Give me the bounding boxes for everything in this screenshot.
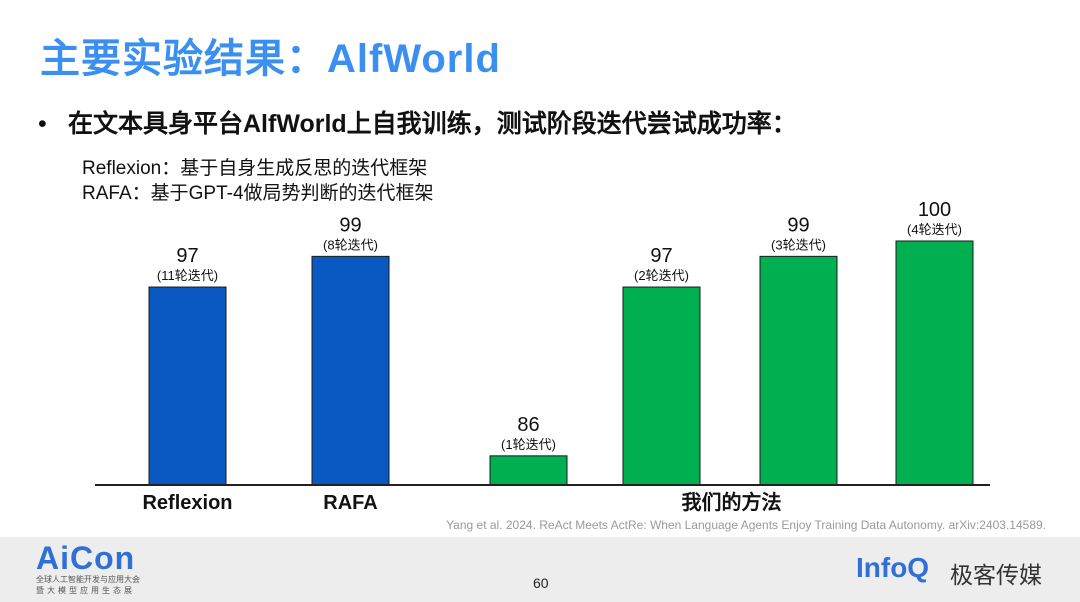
bar-value-label-5: 100 bbox=[918, 199, 951, 221]
aicon-subtitle-2: 暨大模型应用生态展 bbox=[36, 586, 135, 595]
note-rafa: RAFA：基于GPT-4做局势判断的迭代框架 bbox=[82, 183, 434, 204]
bar-4 bbox=[759, 255, 838, 486]
bar-chart: 97(11轮迭代)99(8轮迭代)86(1轮迭代)97(2轮迭代)99(3轮迭代… bbox=[95, 199, 990, 514]
page-number: 60 bbox=[533, 575, 549, 591]
bar-value-label-4: 99 bbox=[787, 214, 809, 236]
bar-iteration-label-2: (1轮迭代) bbox=[501, 437, 556, 452]
note-reflexion: Reflexion：基于自身生成反思的迭代框架 bbox=[82, 158, 428, 179]
bar-value-label-1: 99 bbox=[339, 214, 361, 236]
bar-3 bbox=[622, 286, 701, 486]
bar-iteration-label-5: (4轮迭代) bbox=[907, 222, 962, 237]
category-label-2: 我们的方法 bbox=[682, 490, 782, 514]
bar-iteration-label-4: (3轮迭代) bbox=[771, 237, 826, 252]
aicon-logo: AiCon bbox=[36, 540, 136, 576]
bar-5 bbox=[895, 240, 974, 486]
bar-iteration-label-0: (11轮迭代) bbox=[157, 268, 218, 283]
citation: Yang et al. 2024. ReAct Meets ActRe: Whe… bbox=[446, 518, 1046, 532]
bar-value-label-0: 97 bbox=[176, 245, 198, 267]
bullet-point: • 在文本具身平台AlfWorld上自我训练，测试阶段迭代尝试成功率： bbox=[38, 104, 797, 140]
slide-title: 主要实验结果：AlfWorld bbox=[40, 37, 501, 81]
footer-bar bbox=[0, 537, 1080, 602]
bar-iteration-label-1: (8轮迭代) bbox=[323, 237, 378, 252]
infoq-logo: InfoQ bbox=[856, 552, 930, 583]
bullet-dot-icon: • bbox=[38, 110, 47, 138]
bar-value-label-3: 97 bbox=[650, 245, 672, 267]
category-label-0: Reflexion bbox=[142, 492, 232, 514]
bar-value-label-2: 86 bbox=[517, 414, 539, 436]
geek-media-logo: 极客传媒 bbox=[950, 562, 1042, 588]
bar-2 bbox=[489, 455, 568, 486]
bullet-text: 在文本具身平台AlfWorld上自我训练，测试阶段迭代尝试成功率： bbox=[68, 110, 797, 138]
category-label-1: RAFA bbox=[323, 492, 377, 514]
bar-iteration-label-3: (2轮迭代) bbox=[634, 268, 689, 283]
bar-0 bbox=[148, 286, 227, 486]
bar-1 bbox=[311, 255, 390, 486]
aicon-subtitle: 全球人工智能开发与应用大会 bbox=[36, 575, 140, 584]
